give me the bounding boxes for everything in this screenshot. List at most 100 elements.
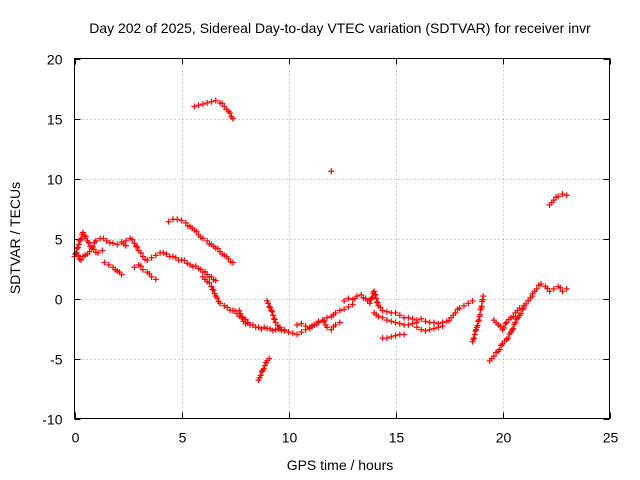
data-point [229,115,236,122]
data-point [92,237,99,244]
data-point [152,276,159,283]
data-point [204,99,211,106]
data-point [469,297,476,304]
data-point [261,362,268,369]
data-point [77,257,84,264]
data-point [509,326,516,333]
data-point [345,303,352,310]
data-point [422,318,429,325]
data-point [191,103,198,110]
data-point [392,309,399,316]
data-point [214,294,221,301]
data-point [174,216,181,223]
data-point [236,307,243,314]
data-point [80,229,87,236]
y-tick-label: -5 [50,352,63,368]
data-point [490,353,497,360]
data-point [178,217,185,224]
data-point [137,249,144,256]
data-point [118,271,125,278]
data-point [341,297,348,304]
data-point [472,327,479,334]
data-point [341,306,348,313]
data-point [383,308,390,315]
data-point [439,323,446,330]
data-point [401,331,408,338]
data-point [165,218,172,225]
data-point [210,287,217,294]
data-point [114,241,121,248]
data-point [199,235,206,242]
y-tick-label: -10 [42,412,62,428]
data-point [100,235,107,242]
data-point [75,241,82,248]
grid-lines [74,58,610,419]
data-point [505,335,512,342]
data-point [475,318,482,325]
data-point [366,300,373,307]
data-point [181,257,188,264]
y-tick-label: 20 [47,52,63,68]
data-point [268,307,275,314]
data-point [148,254,155,261]
data-point [85,239,92,246]
data-point [374,299,381,306]
data-point [257,372,264,379]
data-point [269,308,276,315]
data-point [74,244,81,251]
x-tick-label: 20 [496,430,512,446]
data-point [321,318,328,325]
data-point [518,310,525,317]
data-point [413,324,420,331]
data-point [224,304,231,311]
data-point [105,261,112,268]
data-point [500,324,507,331]
data-point [212,97,219,104]
data-point [345,295,352,302]
data-point [474,322,481,329]
data-point [563,192,570,199]
data-point [559,191,566,198]
data-point [496,346,503,353]
data-point [379,314,386,321]
data-point [324,324,331,331]
data-point [289,330,296,337]
data-point [217,300,224,307]
data-point [144,257,151,264]
data-point [431,319,438,326]
data-point [86,248,93,255]
data-point [383,335,390,342]
axis-ticks: 0 5 10 15 20 25 -10 -5 0 5 10 15 20 [42,52,618,446]
data-point [260,365,267,372]
data-point [375,313,382,320]
data-point [510,325,517,332]
x-tick-label: 5 [179,430,187,446]
x-axis-label: GPS time / hours [287,457,394,473]
data-point [110,240,117,247]
data-point [480,293,487,300]
data-point [239,314,246,321]
data-point [336,319,343,326]
data-point [237,310,244,317]
data-point [148,273,155,280]
x-tick-label: 10 [282,430,298,446]
data-point [409,320,416,327]
data-point [555,193,562,200]
data-point [271,316,278,323]
data-point [267,304,274,311]
data-point [137,263,144,270]
data-point [82,233,89,240]
y-tick-label: 15 [47,112,63,128]
data-point [470,335,477,342]
data-point [563,285,570,292]
y-tick-label: 5 [55,232,63,248]
data-point [134,243,141,250]
data-point [435,324,442,331]
data-point [129,236,136,243]
data-point [418,326,425,333]
data-point [298,320,305,327]
data-point [101,259,108,266]
data-point [392,332,399,339]
data-point [244,319,251,326]
